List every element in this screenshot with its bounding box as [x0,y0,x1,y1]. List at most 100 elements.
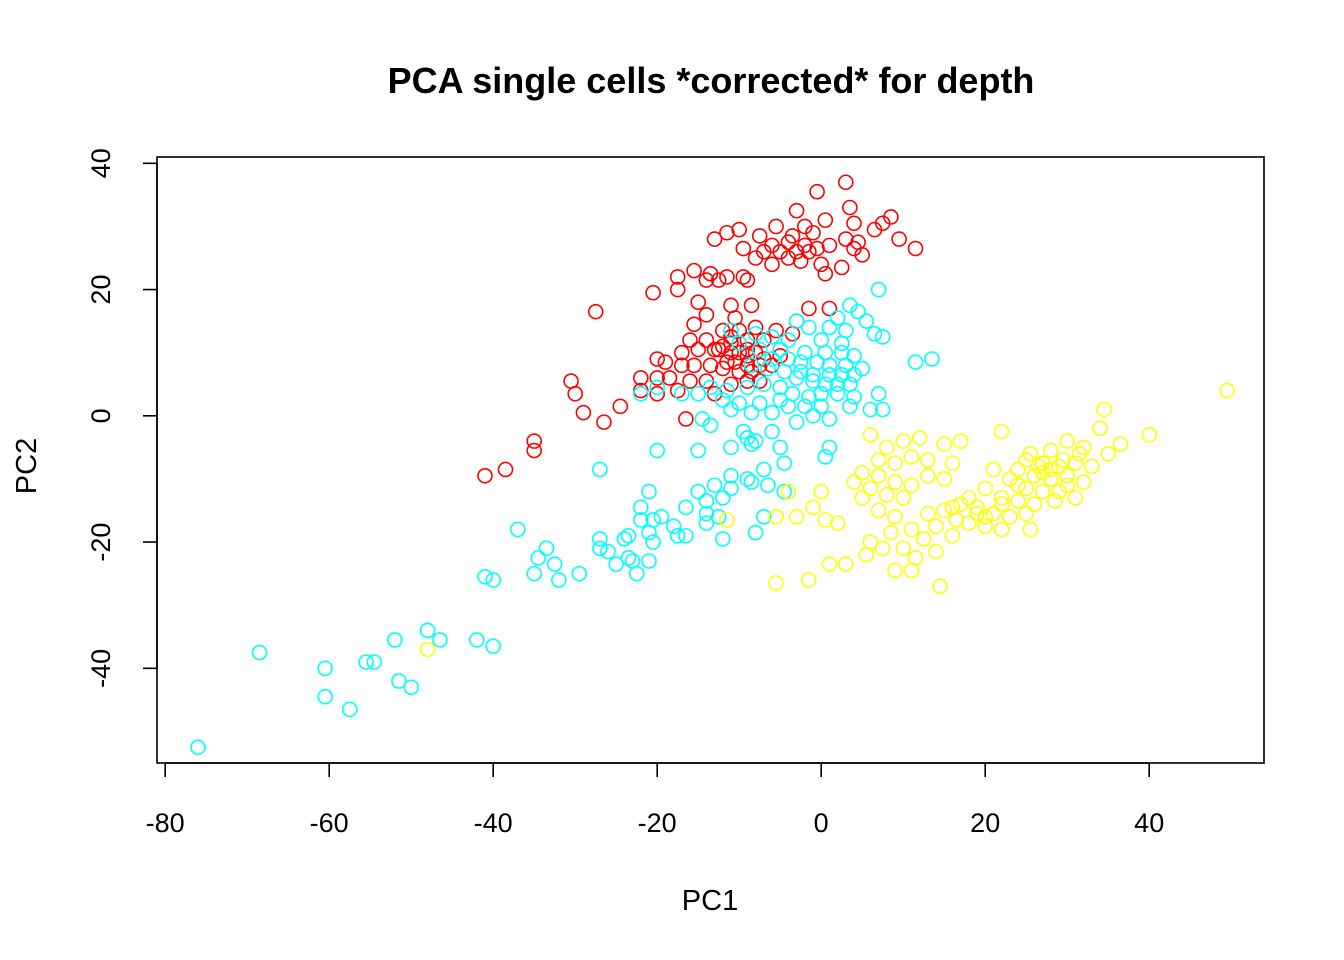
data-point [723,439,739,456]
data-point [530,550,547,566]
data-point [747,319,764,336]
data-point [698,272,715,288]
data-point [751,373,768,389]
data-point [772,341,789,358]
data-point [714,338,731,355]
data-point [1001,509,1018,525]
data-point [788,202,805,219]
data-point [895,490,912,506]
data-point [780,332,797,348]
data-point [723,335,739,352]
data-point [1219,382,1235,399]
data-point [760,360,776,377]
data-point [719,382,735,399]
data-point [678,411,694,427]
data-point [805,499,821,516]
data-point [698,515,715,531]
data-point [620,550,637,566]
series-2 [190,281,940,756]
data-point [682,332,698,348]
data-point [682,373,698,389]
data-point [723,467,739,484]
data-point [591,461,608,478]
data-point [755,461,772,478]
data-point [817,449,834,465]
data-point [854,464,871,481]
data-point [817,512,834,528]
data-point [739,272,756,288]
data-point [796,398,813,415]
data-point [801,319,817,336]
data-point [821,300,838,317]
y-axis-label: PC2 [11,438,43,494]
data-point [870,452,887,468]
data-point [641,553,657,569]
data-point [788,509,805,525]
data-point [805,366,821,383]
data-point [1071,445,1088,462]
data-point [743,357,760,374]
data-point [739,348,756,364]
data-point [317,688,333,705]
data-point [1075,474,1092,490]
data-point [1100,445,1116,462]
data-point [751,395,768,411]
data-point [526,433,543,449]
data-point [846,215,862,232]
data-point [190,739,206,756]
data-point [1059,433,1075,449]
data-point [739,430,756,446]
data-point [776,483,793,500]
data-point [862,401,879,418]
data-point [764,357,780,374]
data-point [833,366,850,383]
data-point [661,370,678,386]
data-point [821,366,838,383]
data-point [714,392,731,408]
data-point [596,414,612,430]
data-point [944,527,961,544]
data-point [735,269,752,285]
data-point [1141,426,1157,443]
data-point [1067,455,1084,471]
data-point [546,556,563,572]
data-point [739,373,756,389]
data-point [358,654,374,670]
data-point [764,423,780,440]
x-tick-label: 0 [814,808,829,838]
data-point [780,250,797,266]
data-point [817,212,834,228]
x-tick-label: -20 [638,808,677,838]
data-point [669,382,686,399]
data-point [837,357,854,374]
data-point [632,385,649,402]
data-point [866,325,883,342]
data-point [690,483,707,500]
plot-frame [156,156,1265,764]
data-point [743,474,760,490]
data-point [341,701,358,718]
data-point [251,644,268,661]
data-point [612,398,629,415]
data-point [837,556,854,572]
data-point [649,370,666,386]
data-point [870,385,887,402]
data-point [993,490,1010,506]
data-point [821,411,838,427]
data-point [809,240,825,257]
data-point [821,319,838,336]
data-point [719,512,735,528]
data-point [842,199,858,216]
data-point [919,505,936,522]
data-point [772,439,789,456]
data-point [854,490,871,506]
data-point [932,578,948,595]
x-tick-label: 20 [970,808,1000,838]
data-point [657,354,674,370]
data-point [891,231,907,247]
data-point [747,524,764,541]
data-point [960,515,977,531]
data-point [1067,490,1084,506]
data-point [432,632,448,648]
data-point [751,228,768,244]
